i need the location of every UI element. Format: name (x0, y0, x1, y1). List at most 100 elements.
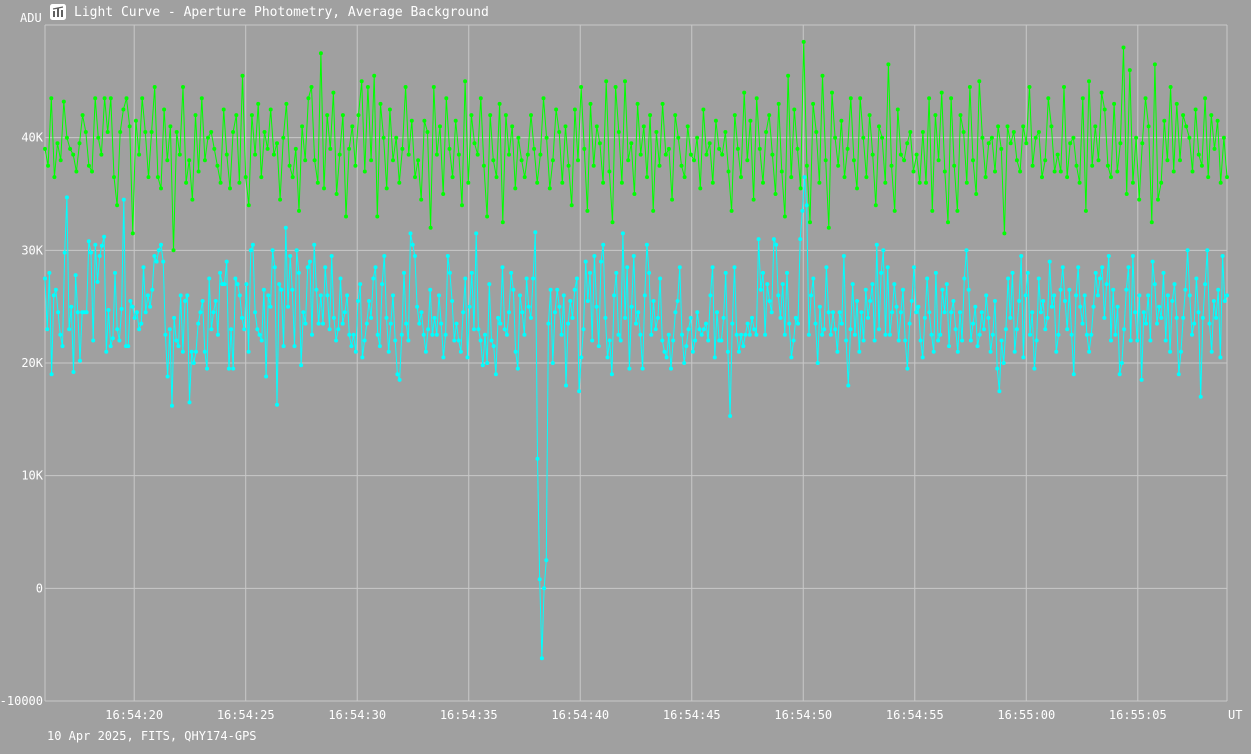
data-point (86, 163, 91, 168)
data-point (503, 113, 508, 118)
data-point (922, 315, 927, 320)
data-point (380, 282, 385, 287)
data-point (511, 287, 516, 292)
data-point (618, 338, 623, 343)
data-point (1012, 349, 1017, 354)
data-point (830, 90, 834, 95)
data-point (1060, 265, 1065, 270)
data-point (695, 310, 700, 315)
data-point (739, 175, 743, 180)
data-point (526, 304, 531, 309)
data-point (458, 349, 463, 354)
data-point (1017, 299, 1022, 303)
data-point (642, 293, 647, 298)
data-point (629, 304, 634, 309)
data-point (371, 276, 376, 281)
data-point (908, 130, 913, 134)
data-point (851, 158, 856, 163)
data-point (327, 327, 332, 332)
data-point (614, 270, 619, 275)
data-point (811, 276, 816, 281)
data-point (822, 327, 827, 332)
data-point (1130, 180, 1135, 185)
data-point (717, 146, 722, 151)
data-point (960, 338, 965, 343)
data-point (1130, 254, 1135, 258)
data-point (859, 310, 864, 315)
data-point (393, 338, 398, 343)
data-point (450, 175, 455, 180)
data-point (266, 293, 271, 298)
data-point (156, 248, 161, 253)
data-point (119, 306, 124, 311)
data-point (1115, 169, 1120, 174)
data-point (262, 130, 267, 134)
data-point (1036, 276, 1041, 281)
data-point (472, 327, 476, 332)
data-point (1098, 276, 1102, 281)
data-point (1152, 62, 1157, 67)
data-point (710, 265, 715, 270)
data-point (460, 203, 464, 208)
data-point (761, 180, 765, 185)
data-point (557, 304, 562, 309)
data-point (425, 130, 430, 134)
data-point (870, 152, 875, 157)
data-point (421, 332, 426, 337)
x-tick-label: 16:55:00 (997, 708, 1055, 722)
data-point (62, 250, 67, 255)
data-point (235, 282, 240, 287)
data-point (1128, 338, 1133, 343)
data-point (221, 107, 226, 112)
data-point (647, 270, 652, 275)
data-point (58, 332, 63, 337)
series-line (44, 177, 1228, 659)
data-point (806, 332, 811, 337)
data-point (1187, 293, 1192, 298)
data-point (720, 152, 725, 157)
data-point (1190, 169, 1195, 174)
data-point (951, 299, 956, 303)
data-point (110, 336, 115, 341)
data-point (99, 243, 104, 248)
data-point (1187, 135, 1192, 140)
app-icon (50, 4, 66, 20)
data-point (671, 338, 676, 343)
data-point (920, 355, 925, 360)
data-point (290, 175, 295, 180)
data-point (982, 327, 986, 332)
data-point (118, 130, 123, 134)
data-point (901, 287, 905, 292)
data-point (999, 338, 1004, 343)
data-point (356, 299, 360, 303)
data-point (1076, 265, 1081, 270)
data-point (538, 152, 543, 157)
data-point (997, 389, 1002, 394)
data-point (1018, 169, 1023, 174)
data-point (1126, 265, 1131, 270)
data-point (257, 332, 262, 337)
data-point (213, 299, 218, 303)
data-point (1089, 332, 1094, 337)
data-point (1212, 146, 1217, 151)
data-point (522, 175, 527, 180)
axis-labels: -10000 0 10K 20K 30K 40K 16:54:20 16:54:25 16:54… (0, 11, 1242, 722)
data-point (364, 321, 369, 326)
data-point (529, 113, 533, 118)
data-point (877, 124, 881, 129)
data-point (336, 327, 341, 332)
data-point (351, 332, 356, 337)
data-point (554, 107, 559, 112)
data-point (391, 293, 395, 298)
data-point (729, 208, 734, 213)
data-point (256, 101, 261, 106)
data-point (902, 158, 907, 163)
data-point (739, 332, 744, 337)
data-point (500, 265, 505, 270)
data-point (498, 321, 503, 326)
data-point (259, 338, 264, 343)
data-point (104, 349, 109, 354)
data-point (428, 287, 433, 292)
x-tick-label: 16:54:45 (663, 708, 721, 722)
data-point (917, 180, 922, 185)
